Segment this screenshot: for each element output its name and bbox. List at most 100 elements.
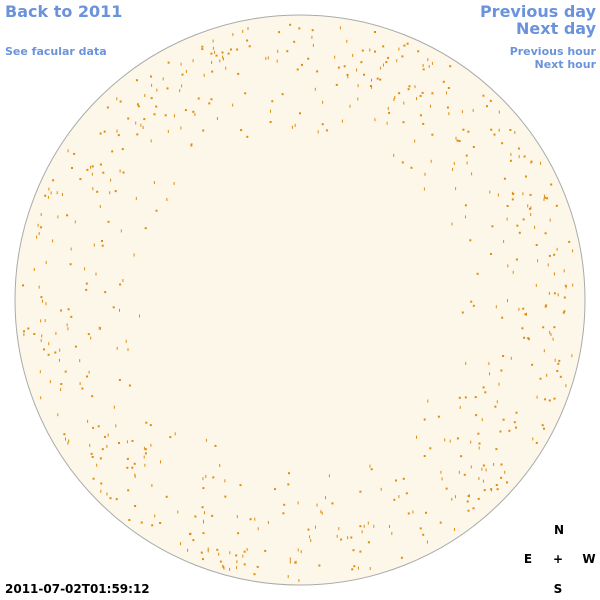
facula bbox=[153, 181, 155, 185]
facula bbox=[126, 457, 129, 460]
facula bbox=[215, 54, 218, 57]
facula bbox=[379, 78, 382, 81]
next-day-link[interactable]: Next day bbox=[516, 19, 596, 38]
facula bbox=[522, 218, 525, 221]
facula bbox=[402, 477, 405, 480]
facula bbox=[475, 414, 478, 417]
facula bbox=[423, 187, 425, 191]
facula bbox=[149, 424, 152, 427]
facula bbox=[224, 479, 226, 483]
facula bbox=[553, 326, 556, 329]
previous-day-link[interactable]: Previous day bbox=[479, 2, 596, 21]
facula bbox=[92, 477, 95, 480]
facula bbox=[119, 283, 122, 286]
facula bbox=[482, 479, 484, 483]
facula bbox=[52, 179, 55, 182]
facula bbox=[353, 565, 356, 568]
facula bbox=[194, 112, 196, 116]
facula bbox=[248, 45, 251, 48]
next-hour-link[interactable]: Next hour bbox=[534, 58, 597, 71]
facula bbox=[347, 536, 349, 540]
facula bbox=[135, 196, 137, 200]
facula bbox=[57, 215, 59, 219]
facula bbox=[205, 474, 207, 478]
facula bbox=[37, 223, 39, 227]
facula bbox=[227, 52, 230, 55]
facula bbox=[33, 333, 36, 335]
facula bbox=[557, 362, 560, 365]
facula bbox=[116, 97, 118, 101]
facula bbox=[212, 39, 214, 43]
facula bbox=[471, 172, 473, 176]
facula bbox=[230, 48, 232, 51]
facula bbox=[81, 387, 84, 390]
facula bbox=[427, 399, 429, 403]
facula bbox=[150, 97, 153, 100]
facula bbox=[335, 83, 338, 86]
back-link[interactable]: Back to 2011 bbox=[5, 2, 123, 21]
facula bbox=[550, 333, 552, 337]
facula bbox=[235, 554, 238, 557]
facula bbox=[526, 312, 527, 316]
facula bbox=[100, 482, 103, 485]
facula bbox=[91, 395, 94, 398]
facula bbox=[177, 510, 179, 514]
facula bbox=[331, 502, 334, 505]
facula bbox=[297, 548, 299, 552]
facula bbox=[236, 566, 238, 570]
facula bbox=[242, 29, 244, 33]
facula bbox=[144, 94, 146, 97]
facula bbox=[174, 432, 176, 436]
facula bbox=[461, 311, 464, 314]
facula bbox=[534, 225, 536, 229]
facula bbox=[367, 521, 369, 525]
facula bbox=[472, 304, 475, 307]
facula bbox=[444, 438, 446, 442]
facula bbox=[60, 309, 62, 312]
facula bbox=[143, 118, 146, 121]
facula bbox=[552, 337, 554, 341]
facula bbox=[359, 550, 362, 553]
facula bbox=[121, 148, 124, 151]
facula bbox=[166, 87, 169, 90]
faculae bbox=[22, 23, 574, 582]
facula bbox=[382, 45, 385, 48]
facula bbox=[301, 63, 303, 66]
facula bbox=[125, 339, 127, 343]
facula bbox=[357, 97, 359, 101]
facula bbox=[218, 552, 220, 556]
facula bbox=[229, 551, 231, 555]
facula bbox=[41, 334, 43, 338]
facula bbox=[398, 495, 400, 499]
facula bbox=[87, 419, 89, 423]
facula bbox=[430, 104, 431, 108]
facula bbox=[52, 239, 54, 243]
facula bbox=[38, 285, 40, 289]
facula bbox=[44, 319, 46, 323]
previous-hour-link[interactable]: Previous hour bbox=[509, 45, 596, 58]
facula bbox=[466, 161, 468, 165]
facula bbox=[136, 103, 139, 106]
facula bbox=[104, 291, 107, 294]
facula bbox=[267, 56, 269, 60]
facula bbox=[393, 98, 395, 102]
facula bbox=[214, 50, 216, 54]
facular-link[interactable]: See facular data bbox=[5, 45, 107, 58]
facula bbox=[63, 433, 66, 436]
facula bbox=[425, 511, 427, 514]
facula bbox=[203, 73, 205, 77]
facula bbox=[535, 441, 538, 444]
facula bbox=[454, 528, 455, 531]
facula bbox=[128, 519, 131, 521]
facula bbox=[346, 39, 348, 43]
facula bbox=[91, 172, 93, 176]
facula bbox=[276, 59, 278, 63]
facula bbox=[36, 235, 38, 239]
facula bbox=[289, 23, 292, 26]
facula bbox=[546, 373, 548, 377]
facula bbox=[421, 91, 424, 94]
facula bbox=[93, 243, 95, 247]
facula bbox=[95, 272, 97, 276]
